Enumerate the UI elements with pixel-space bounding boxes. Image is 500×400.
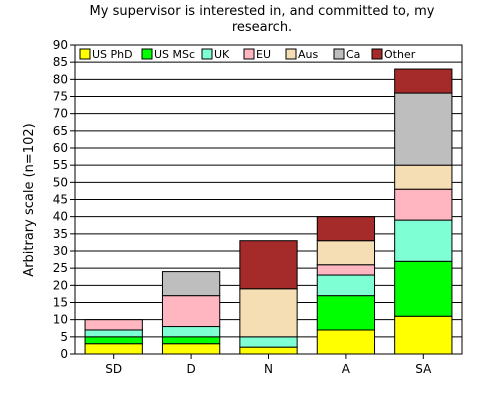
y-tick-label: 20 xyxy=(53,278,68,292)
y-tick-label: 90 xyxy=(53,38,68,52)
chart-title-line-2: research. xyxy=(232,20,292,35)
legend-label: US MSc xyxy=(154,48,195,61)
legend: US PhD US MSc UK EU Aus Ca Other xyxy=(79,48,416,61)
bar-segment-eu-d xyxy=(161,295,221,328)
y-tick-label: 70 xyxy=(53,107,68,121)
bar-segment-other-n xyxy=(239,240,298,290)
bar-segment-us-phd-sa xyxy=(394,315,453,355)
chart-title-line-1: My supervisor is interested in, and comm… xyxy=(90,4,435,19)
y-tick-label: 50 xyxy=(53,175,68,189)
legend-swatch-us-msc xyxy=(141,48,153,60)
bar-segment-us-phd-a xyxy=(316,329,376,355)
bar-segment-us-msc-a xyxy=(316,295,376,331)
legend-swatch-eu xyxy=(243,48,255,60)
bar-segment-us-phd-sd xyxy=(84,343,143,355)
bar-segment-us-phd-n xyxy=(239,346,298,355)
x-category-label: SD xyxy=(105,362,122,376)
legend-label: US PhD xyxy=(92,48,133,61)
bar-segment-other-sa xyxy=(394,68,453,94)
bar-segment-eu-a xyxy=(316,264,376,276)
x-category-label: SA xyxy=(415,362,432,376)
y-tick-label: 30 xyxy=(53,244,68,258)
legend-label: Ca xyxy=(346,48,360,61)
legend-swatch-aus xyxy=(285,48,297,60)
bar-segment-us-phd-d xyxy=(161,343,221,355)
y-tick-label: 10 xyxy=(53,313,68,327)
bar-segment-us-msc-sd xyxy=(84,336,143,345)
y-tick-label: 80 xyxy=(53,72,68,86)
bar-segment-aus-sa xyxy=(394,164,453,190)
y-tick-label: 15 xyxy=(53,296,68,310)
y-tick-label: 85 xyxy=(53,55,68,69)
y-tick-label: 25 xyxy=(53,261,68,275)
legend-label: Aus xyxy=(298,48,318,61)
bars xyxy=(84,68,453,355)
y-axis-title: Arbitrary scale (n=102) xyxy=(22,123,37,276)
legend-label: Other xyxy=(384,48,416,61)
x-category-label: N xyxy=(264,362,273,376)
bar-segment-ca-d xyxy=(161,271,221,297)
legend-label: EU xyxy=(256,48,271,61)
bar-segment-us-msc-d xyxy=(161,336,221,345)
bar-segment-eu-sa xyxy=(394,188,453,221)
bar-segment-uk-n xyxy=(239,336,298,348)
y-tick-label: 5 xyxy=(60,330,68,344)
bar-segment-aus-a xyxy=(316,240,376,266)
bar-segment-aus-n xyxy=(239,288,298,338)
bar-segment-other-a xyxy=(316,216,376,242)
legend-swatch-us-phd xyxy=(79,48,91,60)
y-tick-label: 55 xyxy=(53,158,68,172)
y-tick-label: 35 xyxy=(53,227,68,241)
bar-segment-ca-sa xyxy=(394,92,453,166)
bar-segment-uk-sd xyxy=(84,329,143,338)
y-tick-label: 65 xyxy=(53,124,68,138)
axes: 0 5 10 15 20 25 30 35 40 45 50 55 60 65 70 75 80 85 90 SD D N… xyxy=(53,38,463,376)
legend-swatch-ca xyxy=(333,48,345,60)
y-tick-label: 45 xyxy=(53,193,68,207)
legend-swatch-other xyxy=(371,48,383,60)
y-tick-label: 75 xyxy=(53,90,68,104)
legend-swatch-uk xyxy=(201,48,213,60)
bar-segment-uk-d xyxy=(161,326,221,338)
y-tick-label: 40 xyxy=(53,210,68,224)
bar-segment-us-msc-sa xyxy=(394,260,453,317)
bar-segment-eu-sd xyxy=(84,319,143,331)
plot-frame xyxy=(74,44,463,355)
bar-segment-uk-sa xyxy=(394,219,453,262)
y-tick-label: 0 xyxy=(60,347,68,361)
x-category-label: A xyxy=(342,362,351,376)
x-category-label: D xyxy=(186,362,195,376)
legend-label: UK xyxy=(214,48,230,61)
bar-segment-uk-a xyxy=(316,274,376,297)
y-tick-label: 60 xyxy=(53,141,68,155)
